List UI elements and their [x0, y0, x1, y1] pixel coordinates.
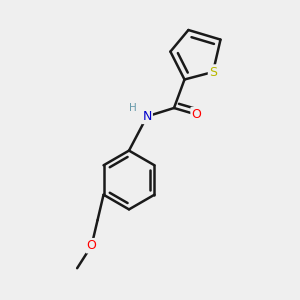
Text: N: N — [142, 110, 152, 123]
Text: O: O — [87, 239, 97, 252]
Text: S: S — [209, 65, 217, 79]
Text: O: O — [192, 108, 201, 121]
Text: H: H — [129, 103, 136, 113]
